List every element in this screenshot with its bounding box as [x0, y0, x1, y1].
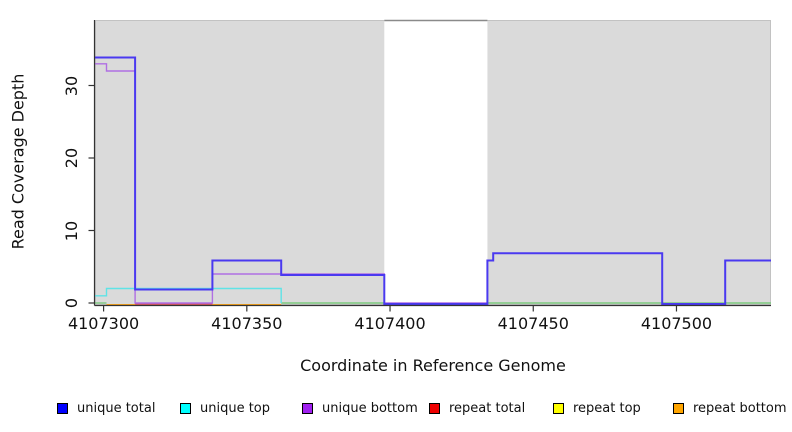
- legend-label: unique top: [200, 400, 271, 416]
- legend-item: unique top: [180, 399, 270, 417]
- series-unique-top-line: [95, 287, 282, 303]
- legend-item: unique total: [57, 399, 155, 417]
- legend-label: repeat top: [573, 400, 641, 416]
- series-unique-total-line: [95, 56, 771, 305]
- legend-label: repeat total: [449, 400, 526, 416]
- legend-swatch-icon: [429, 402, 440, 414]
- legend-swatch-icon: [302, 402, 313, 414]
- legend-swatch-icon: [57, 402, 68, 414]
- legend-item: repeat top: [553, 399, 641, 417]
- legend-swatch-icon: [553, 402, 564, 414]
- legend-swatch-icon: [673, 402, 684, 414]
- legend-label: unique bottom: [322, 400, 418, 416]
- legend-item: unique bottom: [302, 399, 418, 417]
- legend-label: repeat bottom: [693, 400, 787, 416]
- masked-region: [384, 13, 488, 305]
- legend-item: repeat total: [429, 399, 525, 417]
- legend-swatch-icon: [180, 402, 191, 414]
- legend-label: unique total: [77, 400, 156, 416]
- legend-item: repeat bottom: [673, 399, 787, 417]
